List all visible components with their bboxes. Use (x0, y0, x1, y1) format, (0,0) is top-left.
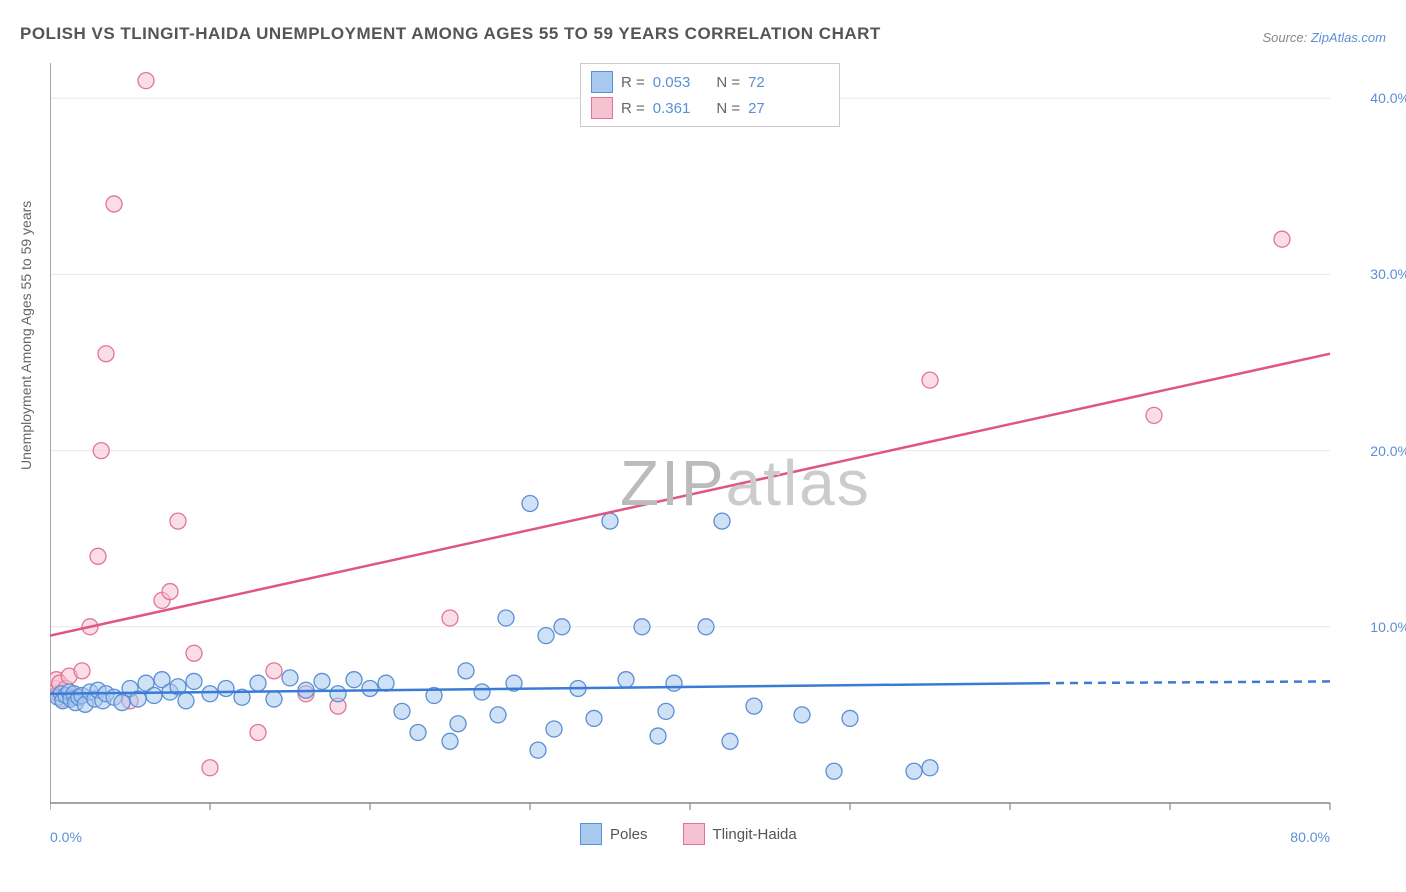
legend-swatch-poles (591, 71, 613, 93)
legend-label: Tlingit-Haida (713, 826, 797, 843)
legend-row-tlingit: R = 0.361 N = 27 (591, 95, 829, 121)
legend-swatch-tlingit (683, 823, 705, 845)
legend-r-value: 0.361 (653, 100, 691, 117)
legend-n-label: N = (716, 100, 740, 117)
legend-item-tlingit: Tlingit-Haida (683, 823, 797, 845)
legend-label: Poles (610, 826, 648, 843)
y-tick-label: 10.0% (1370, 619, 1406, 635)
legend-r-label: R = (621, 100, 645, 117)
y-axis-label: Unemployment Among Ages 55 to 59 years (18, 201, 34, 470)
series-legend: Poles Tlingit-Haida (580, 823, 797, 845)
y-tick-label: 40.0% (1370, 90, 1406, 106)
source-link[interactable]: ZipAtlas.com (1311, 30, 1386, 45)
x-tick-label: 80.0% (1290, 829, 1330, 845)
source-label: Source: ZipAtlas.com (1262, 30, 1386, 45)
chart-svg (50, 63, 1370, 823)
legend-r-label: R = (621, 74, 645, 91)
legend-n-value: 27 (748, 100, 765, 117)
legend-swatch-tlingit (591, 97, 613, 119)
legend-r-value: 0.053 (653, 74, 691, 91)
legend-item-poles: Poles (580, 823, 648, 845)
chart-title: POLISH VS TLINGIT-HAIDA UNEMPLOYMENT AMO… (20, 24, 881, 44)
y-tick-label: 20.0% (1370, 443, 1406, 459)
legend-n-label: N = (716, 74, 740, 91)
y-tick-label: 30.0% (1370, 266, 1406, 282)
stats-legend: R = 0.053 N = 72 R = 0.361 N = 27 (580, 63, 840, 127)
source-prefix: Source: (1262, 30, 1310, 45)
legend-swatch-poles (580, 823, 602, 845)
legend-n-value: 72 (748, 74, 765, 91)
legend-row-poles: R = 0.053 N = 72 (591, 69, 829, 95)
plot-area: ZIPatlas R = 0.053 N = 72 R = 0.361 N = … (50, 63, 1370, 823)
x-tick-label: 0.0% (50, 829, 82, 845)
